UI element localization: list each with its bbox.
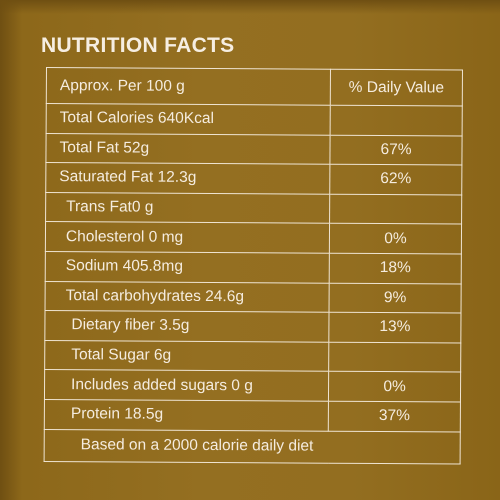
row-label: Cholesterol 0 mg: [45, 221, 330, 254]
row-label: Saturated Fat 12.3g: [45, 162, 330, 195]
row-daily-value: 67%: [329, 134, 463, 166]
row-daily-value: 13%: [328, 312, 462, 343]
table-row: Includes added sugars 0 g 0%: [44, 369, 461, 402]
row-daily-value: 0%: [328, 371, 461, 402]
table-row: Total Calories 640Kcal: [46, 103, 463, 136]
row-label: Total Fat 52g: [45, 133, 331, 165]
row-daily-value: 0%: [329, 223, 462, 255]
table-row: Dietary fiber 3.5g 13%: [44, 310, 462, 343]
row-daily-value: [329, 194, 462, 225]
panel-edge-shadow-top: [0, 0, 500, 14]
row-label: Dietary fiber 3.5g: [44, 310, 330, 342]
table-row: Total Fat 52g 67%: [45, 133, 463, 166]
row-daily-value: [328, 341, 461, 373]
row-label: Sodium 405.8mg: [45, 251, 330, 283]
panel-edge-shadow-left: [0, 0, 22, 500]
nutrition-table: Approx. Per 100 g % Daily Value Total Ca…: [44, 67, 463, 464]
row-daily-value: 37%: [328, 401, 461, 432]
table-row: Total Sugar 6g: [44, 340, 461, 373]
row-label: Protein 18.5g: [44, 399, 329, 431]
row-label: Includes added sugars 0 g: [44, 369, 329, 402]
table-row: Protein 18.5g 37%: [44, 399, 461, 432]
row-label: Total Sugar 6g: [44, 340, 329, 372]
row-label: Total carbohydrates 24.6g: [45, 281, 330, 313]
row-label: Trans Fat0 g: [45, 192, 330, 224]
row-label: Total Calories 640Kcal: [46, 103, 331, 135]
nutrition-facts-title: NUTRITION FACTS: [41, 34, 235, 57]
table-row: Cholesterol 0 mg 0%: [45, 221, 462, 255]
table-row: Saturated Fat 12.3g 62%: [45, 162, 462, 195]
header-per-100g: Approx. Per 100 g: [46, 67, 331, 106]
table-row: Trans Fat0 g: [45, 192, 462, 225]
table-header-row: Approx. Per 100 g % Daily Value: [46, 67, 463, 107]
row-daily-value: 18%: [329, 253, 462, 284]
table-row: Sodium 405.8mg 18%: [45, 251, 462, 284]
table-footer-row: Based on a 2000 calorie daily diet: [44, 429, 461, 464]
row-daily-value: [330, 105, 463, 136]
row-daily-value: 9%: [329, 282, 462, 314]
footer-note: Based on a 2000 calorie daily diet: [44, 429, 461, 464]
table-row: Total carbohydrates 24.6g 9%: [45, 281, 462, 314]
header-daily-value: % Daily Value: [330, 69, 463, 107]
row-daily-value: 62%: [329, 164, 462, 195]
